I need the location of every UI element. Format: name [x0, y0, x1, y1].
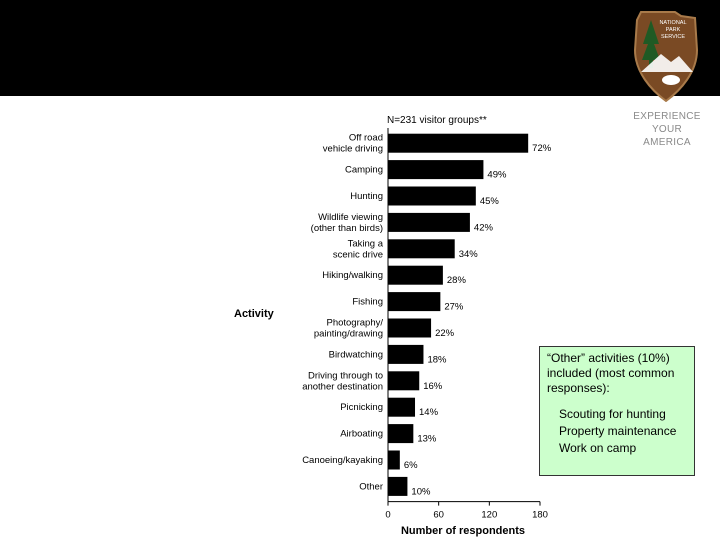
chart-title: N=231 visitor groups**: [387, 115, 487, 126]
callout-item: Work on camp: [559, 441, 637, 455]
callout-item: Property maintenance: [559, 424, 677, 438]
category-label: Airboating: [340, 429, 383, 440]
value-label: 14%: [419, 407, 439, 418]
y-axis-title: Activity: [234, 308, 275, 320]
x-tick-label: 180: [532, 510, 548, 521]
logo-text-line: PARK: [666, 27, 681, 33]
value-label: 49%: [487, 170, 507, 181]
x-tick-label: 120: [481, 510, 497, 521]
bar: [388, 265, 443, 285]
sequoia-tree-icon: [642, 20, 660, 68]
category-label: Taking a scenic drive: [333, 238, 384, 260]
value-label: 27%: [444, 302, 464, 313]
bar: [388, 292, 441, 312]
bar: [388, 397, 416, 417]
tagline-line: EXPERIENCE: [633, 111, 701, 122]
value-label: 42%: [474, 222, 494, 233]
category-label: Other: [359, 481, 383, 492]
value-label: 45%: [480, 196, 500, 207]
bison-icon: [662, 75, 680, 85]
header-bar: [0, 0, 720, 96]
tagline: EXPERIENCE YOUR AMERICA: [622, 110, 712, 149]
activity-bar-chart: N=231 visitor groups** Activity Number o…: [234, 115, 552, 537]
bar: [388, 212, 470, 232]
bar: [388, 450, 400, 470]
value-label: 72%: [532, 143, 552, 154]
bar: [388, 133, 529, 153]
tagline-line: YOUR: [651, 124, 683, 135]
mountain-icon: [641, 54, 693, 72]
tagline-line: AMERICA: [643, 137, 691, 148]
logo-text-line: SERVICE: [661, 34, 685, 40]
callout-intro: “Other” activities (10%) included (most …: [547, 351, 675, 395]
category-label: Canoeing/kayaking: [302, 455, 383, 466]
value-label: 34%: [459, 249, 479, 260]
value-label: 6%: [404, 460, 418, 471]
category-label: Birdwatching: [329, 349, 383, 360]
value-label: 28%: [447, 275, 467, 286]
bar: [388, 371, 420, 391]
nps-arrowhead-logo: NATIONAL PARK SERVICE: [633, 11, 699, 102]
category-label: Fishing: [352, 297, 383, 308]
category-label: Picnicking: [340, 402, 383, 413]
value-label: 22%: [435, 328, 455, 339]
category-label: Photography/painting/drawing: [314, 318, 384, 340]
category-label: Camping: [345, 165, 383, 176]
x-tick-label: 0: [385, 510, 390, 521]
value-label: 13%: [417, 434, 437, 445]
value-label: 16%: [423, 381, 443, 392]
category-label: Hiking/walking: [322, 270, 383, 281]
callout-item: Scouting for hunting: [559, 407, 666, 421]
category-label: Off road vehicle driving: [323, 133, 383, 155]
bar: [388, 476, 408, 496]
value-label: 10%: [411, 486, 431, 497]
bar: [388, 318, 432, 338]
bar: [388, 186, 476, 206]
x-tick-label: 60: [433, 510, 444, 521]
other-activities-callout: “Other” activities (10%) included (most …: [539, 346, 695, 476]
bar: [388, 424, 414, 444]
bar: [388, 160, 484, 180]
value-label: 18%: [427, 354, 447, 365]
category-label: Hunting: [350, 191, 383, 202]
category-label: Wildlife viewing (other than birds): [311, 212, 383, 234]
bar: [388, 239, 455, 259]
logo-text-line: NATIONAL: [659, 20, 686, 26]
category-label: Driving through to another destination: [302, 370, 383, 392]
x-axis-title: Number of respondents: [401, 525, 525, 537]
bar: [388, 344, 424, 364]
